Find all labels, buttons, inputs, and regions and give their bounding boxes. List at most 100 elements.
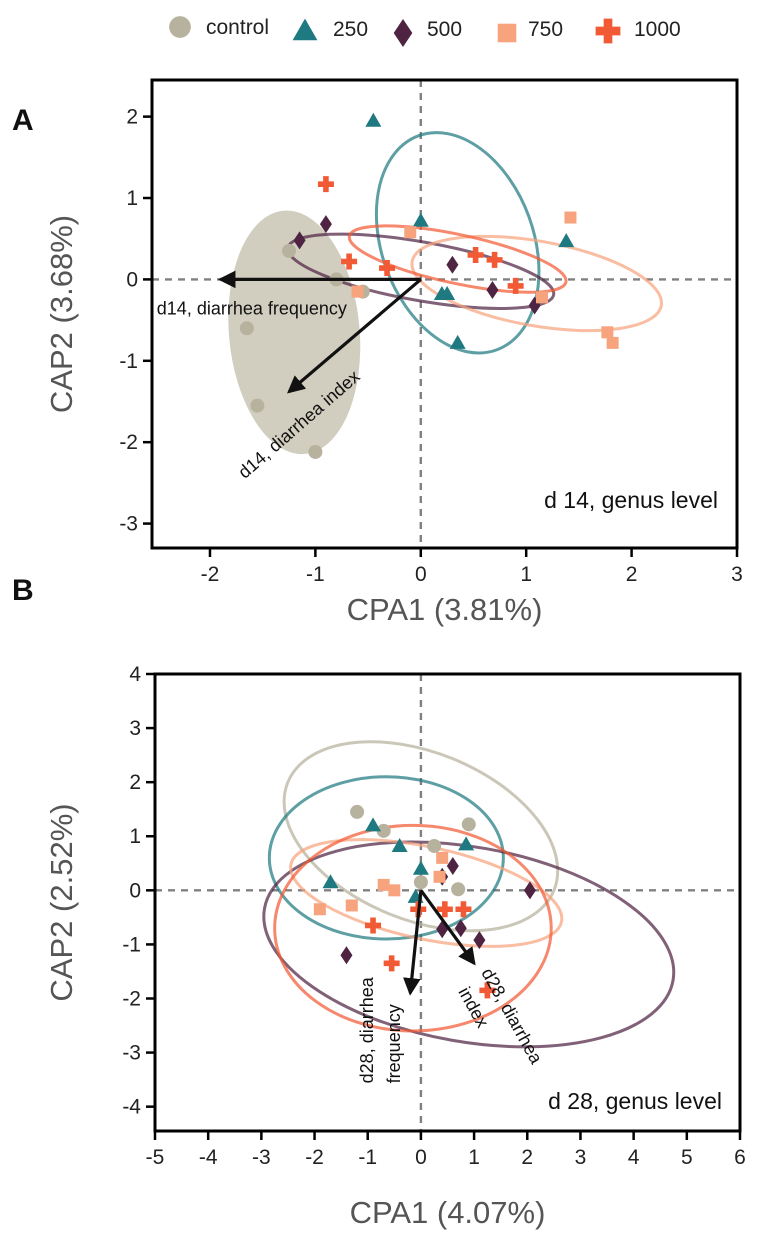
legend-marker-500 <box>393 19 413 47</box>
panel-b-point-250-3 <box>412 860 429 875</box>
legend-marker-500-shape <box>393 19 413 47</box>
panel-a-point-750-3 <box>601 326 614 339</box>
panel-b-note: d 28, genus level <box>548 1088 722 1114</box>
legend-item-1000: 1000 <box>595 18 681 44</box>
panel-a-point-250-3 <box>439 286 456 301</box>
panel-b-arrow-1 <box>419 889 476 966</box>
panel-a-point-500-1 <box>319 215 332 234</box>
panel-a-arrow-1 <box>287 278 422 394</box>
panel-b-arrow-label-0-line2: frequency <box>384 1004 404 1083</box>
panel-b-ytick-label-2: 2 <box>129 771 141 794</box>
panel-b-point-500-6 <box>523 881 536 900</box>
panel-a-ellipse-control <box>228 210 361 455</box>
panel-a-ytick-label-0: 0 <box>126 268 138 291</box>
legend-marker-control-shape <box>169 16 191 38</box>
panel-a-point-control-0 <box>282 243 297 258</box>
panel-b-point-250-0 <box>322 874 339 889</box>
panel-a-point-1000-5 <box>507 277 524 294</box>
panel-a-ellipse-750 <box>410 234 664 333</box>
panel-a-ellipse-1000 <box>347 224 568 294</box>
panel-b-xtick-label-0: 0 <box>415 1146 427 1169</box>
legend-label-control: control <box>206 16 269 39</box>
legend-marker-1000-shape <box>595 18 621 44</box>
panel-a-point-500-0 <box>293 231 306 250</box>
legend-item-250: 250 <box>292 18 368 41</box>
panel-b-point-control-4 <box>451 882 466 897</box>
legend-marker-control <box>169 16 191 38</box>
panel-b-point-1000-1 <box>383 955 400 972</box>
panel-a-ytick-label--1: -1 <box>119 350 138 373</box>
panel-b-point-750-1 <box>345 899 358 912</box>
panel-a-arrow-label-0: d14, diarrhea frequency <box>157 298 347 318</box>
panel-a-point-750-2 <box>564 211 577 224</box>
panel-a-point-250-4 <box>449 334 466 349</box>
panel-b-ellipse-1000 <box>273 823 553 1033</box>
panel-b-ytick-label--1: -1 <box>122 933 141 956</box>
panel-a-point-control-4 <box>308 444 323 459</box>
panel-a-point-control-2 <box>239 321 254 336</box>
panel-a-frame <box>150 78 739 550</box>
panel-b-point-750-3 <box>388 884 401 897</box>
panel-b-ellipse-control <box>282 740 560 933</box>
panel-b-xtick-label--4: -4 <box>199 1146 218 1169</box>
panel-a-x-axis-title: CPA1 (3.81%) <box>347 592 543 627</box>
legend-item-control: control <box>169 16 269 39</box>
panel-a-xtick-label-2: 2 <box>626 563 638 586</box>
panel-b-point-500-2 <box>446 856 459 875</box>
panel-b-plot: d28, diarrhea frequency d28, diarrheaindex… <box>44 663 746 1230</box>
panel-b-point-250-5 <box>458 836 475 851</box>
panel-a-point-1000-0 <box>317 176 334 193</box>
panel-b-xtick-label--1: -1 <box>358 1146 377 1169</box>
panel-a-point-750-4 <box>606 336 619 349</box>
panel-b-ytick-label--3: -3 <box>122 1042 141 1065</box>
panel-b-x-axis-title: CPA1 (4.07%) <box>350 1195 546 1230</box>
panel-b-xtick-label--3: -3 <box>252 1146 271 1169</box>
panel-b-xtick-label--5: -5 <box>146 1146 165 1169</box>
legend-marker-750 <box>497 23 517 43</box>
panel-a-ytick-label--3: -3 <box>119 513 138 536</box>
panel-a-xtick-label--1: -1 <box>306 563 325 586</box>
panel-a-point-250-1 <box>412 212 429 227</box>
panel-a-point-control-3 <box>250 398 265 413</box>
panel-b-point-500-0 <box>340 946 353 965</box>
legend-label-1000: 1000 <box>634 18 681 41</box>
panel-a-xtick-label-3: 3 <box>731 563 743 586</box>
legend-marker-250-shape <box>292 18 318 41</box>
legend-item-500: 500 <box>393 18 462 47</box>
panel-b-point-control-0 <box>350 804 365 819</box>
panel-a-ytick-label-2: 2 <box>126 106 138 129</box>
panel-b-point-250-2 <box>391 837 408 852</box>
panel-a-letter: A <box>12 104 34 137</box>
panel-a-xtick-label-0: 0 <box>415 563 427 586</box>
legend-marker-750-shape <box>497 23 517 43</box>
panel-b-arrow-label-0: d28, diarrhea <box>357 976 377 1083</box>
panel-b-ellipse-250 <box>267 775 505 941</box>
panel-a-point-250-5 <box>558 233 575 248</box>
legend-marker-250 <box>292 18 318 41</box>
panel-b-point-1000-0 <box>365 917 382 934</box>
panel-b-xtick-label-1: 1 <box>468 1146 480 1169</box>
panel-a-point-1000-3 <box>467 246 484 263</box>
panel-b-arrow-0 <box>403 890 423 996</box>
panel-b-point-750-0 <box>313 903 326 916</box>
panel-b-frame <box>153 672 742 1133</box>
panel-b-point-control-1 <box>376 823 391 838</box>
panel-a-point-1000-2 <box>379 260 396 277</box>
panel-a-plot-area <box>152 80 737 548</box>
panel-b-ellipse-500 <box>262 840 676 1049</box>
panel-b-point-control-3 <box>413 875 428 890</box>
panel-b-point-500-5 <box>473 931 486 950</box>
panel-a-point-250-0 <box>365 112 382 127</box>
panel-b-xtick-label-3: 3 <box>575 1146 587 1169</box>
panel-a-note: d 14, genus level <box>544 487 718 513</box>
panel-b-y-axis-title: CAP2 (2.52%) <box>44 803 79 1001</box>
legend: control 250 500 750 1000 <box>169 16 681 47</box>
panel-a-ytick-label--2: -2 <box>119 431 138 454</box>
panel-b-ytick-label-4: 4 <box>129 663 141 686</box>
panel-b-point-1000-5 <box>479 982 496 999</box>
panel-b-point-1000-3 <box>436 901 453 918</box>
panel-a-xtick-label--2: -2 <box>201 563 220 586</box>
panel-a-xtick-label-1: 1 <box>520 563 532 586</box>
panel-b-xtick-label--2: -2 <box>305 1146 324 1169</box>
